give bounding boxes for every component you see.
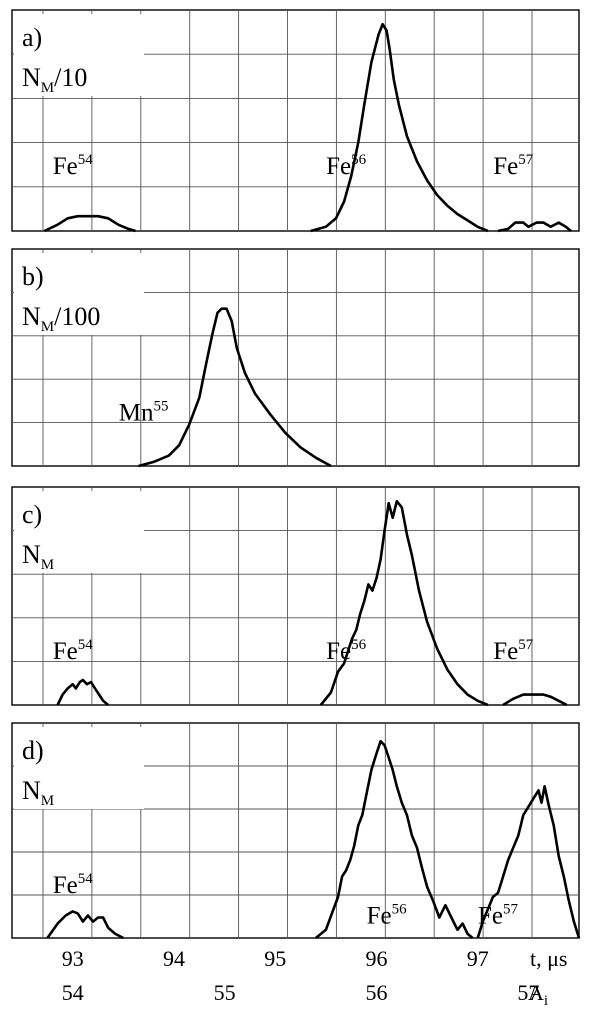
panel-label: a) [22,23,42,52]
mass-unit-base: A [528,980,544,1005]
ion-sup: 56 [392,902,408,918]
ion-base: Fe [53,638,78,665]
ion-label-fe57: Fe57 [493,637,534,665]
ion-base: Fe [326,638,351,665]
label-backdrop [14,14,144,96]
ion-label-fe56: Fe56 [326,637,367,665]
ion-label-fe57: Fe57 [478,902,519,930]
panel-frame [11,248,580,467]
ion-base: Fe [493,638,518,665]
x-tick-label: 94 [163,946,185,971]
y-label-base: N [22,302,41,331]
y-label-base: N [22,540,41,569]
ion-label-fe54: Fe54 [53,637,94,665]
x-tick-label: 95 [264,946,286,971]
panel-label: b) [22,262,44,291]
ion-label-fe54: Fe54 [53,152,94,180]
time-unit-label: t, μs [530,946,567,971]
ion-sup: 54 [78,637,94,653]
y-label-base: N [22,63,41,92]
ion-label-fe56: Fe56 [326,152,367,180]
y-axis-label: NM/100 [22,302,100,335]
ion-sup: 57 [518,152,534,168]
ion-sup: 56 [351,152,367,168]
label-backdrop [14,491,144,573]
series-2-line [314,739,474,940]
panel-frame [11,9,580,232]
y-label-base: N [22,776,41,805]
mass-tick-label: 54 [62,980,84,1005]
series-1-line [56,678,110,707]
ion-sup: 54 [78,152,94,168]
series-3-line [476,785,581,939]
x-tick-label: 97 [467,946,489,971]
ion-label-fe54: Fe54 [53,871,94,899]
series-3-line [502,693,568,707]
ion-base: Fe [478,903,503,930]
series-1-line [43,214,136,233]
x-tick-label: 96 [366,946,388,971]
panel-frame [11,486,580,706]
mass-tick-label: 55 [214,980,236,1005]
y-label-sub: M [41,319,54,335]
ion-label-mn55: Mn55 [119,398,169,426]
ion-base: Fe [367,903,392,930]
mass-tick-label: 56 [366,980,388,1005]
y-axis-label: NM [22,540,54,573]
mass-unit-sub: i [544,993,548,1009]
y-label-suffix: /10 [54,63,87,92]
ion-label-fe57: Fe57 [493,152,534,180]
series-2-line [319,499,489,707]
ion-label-fe56: Fe56 [367,902,408,930]
panel-2: b) NM/100 Mn55 [11,248,580,468]
series-1-line [46,910,124,940]
ion-sup: 54 [78,871,94,887]
series-3-line [497,221,572,233]
panel-label: d) [22,736,44,765]
panel-frame [11,722,580,939]
mass-tick-label: 57 [517,980,539,1005]
ion-sup: 57 [503,902,519,918]
ion-sup: 57 [518,637,534,653]
mass-unit-label: Ai [528,980,548,1009]
ion-base: Mn [119,399,154,426]
ion-base: Fe [53,153,78,180]
y-axis-label: NM [22,776,54,809]
panel-label: c) [22,500,42,529]
series-2-line [310,22,489,233]
x-tick-label: 93 [62,946,84,971]
y-label-suffix: /100 [54,302,100,331]
ion-base: Fe [53,872,78,899]
label-backdrop [14,253,144,335]
y-label-sub: M [41,793,54,809]
ion-sup: 56 [351,637,367,653]
y-label-sub: M [41,80,54,96]
series-1-line [138,307,332,468]
ion-base: Fe [493,153,518,180]
ion-base: Fe [326,153,351,180]
ion-sup: 55 [153,398,168,414]
label-backdrop [14,727,144,809]
y-label-sub: M [41,557,54,573]
y-axis-label: NM/10 [22,63,87,96]
